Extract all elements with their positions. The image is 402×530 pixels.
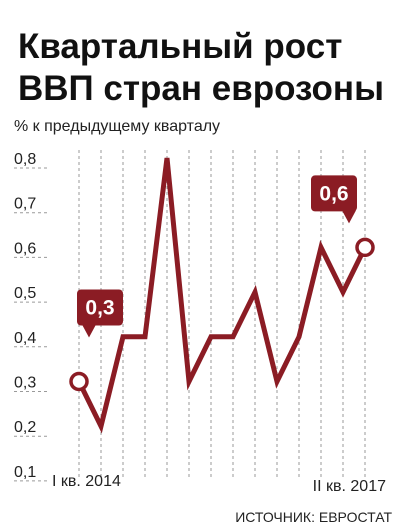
- y-tick-label-6: 0,2: [14, 419, 36, 436]
- callout-box-1: [311, 175, 357, 212]
- y-tick-label-3: 0,5: [14, 285, 36, 302]
- chart-title-line-1: Квартальный рост: [18, 27, 342, 66]
- callout-box-0: [77, 289, 123, 326]
- highlight-marker-0: [69, 371, 89, 392]
- callout-pointer-1: [342, 210, 356, 224]
- callout-1: 0,6: [311, 175, 375, 258]
- callout-label-0: 0,3: [85, 297, 114, 320]
- y-tick-label-2: 0,6: [14, 240, 36, 257]
- y-tick-layer: 0,8 0,7 0,6 0,5 0,4 0,3 0,2 0,1: [14, 151, 48, 482]
- source-note: ИСТОЧНИК: ЕВРОСТАТ: [235, 509, 392, 525]
- callout-0: 0,3: [69, 289, 123, 392]
- y-axis-label: % к предыдущему кварталу: [14, 118, 220, 135]
- y-tick-label-5: 0,3: [14, 375, 36, 392]
- x-tick-label-start: I кв. 2014: [52, 473, 121, 490]
- callout-label-1: 0,6: [319, 182, 348, 205]
- y-tick-label-1: 0,7: [14, 196, 36, 213]
- series-line: [76, 157, 368, 434]
- highlight-marker-1: [355, 237, 375, 258]
- series-layer: [76, 157, 368, 434]
- y-tick-label-0: 0,8: [14, 151, 36, 168]
- callout-pointer-0: [82, 324, 96, 338]
- chart-title-line-2: ВВП стран еврозоны: [18, 69, 384, 108]
- y-tick-label-7: 0,1: [14, 464, 36, 481]
- callout-layer: 0,3 0,6: [69, 175, 375, 392]
- y-tick-label-4: 0,4: [14, 330, 36, 347]
- x-tick-label-end: II кв. 2017: [313, 478, 386, 495]
